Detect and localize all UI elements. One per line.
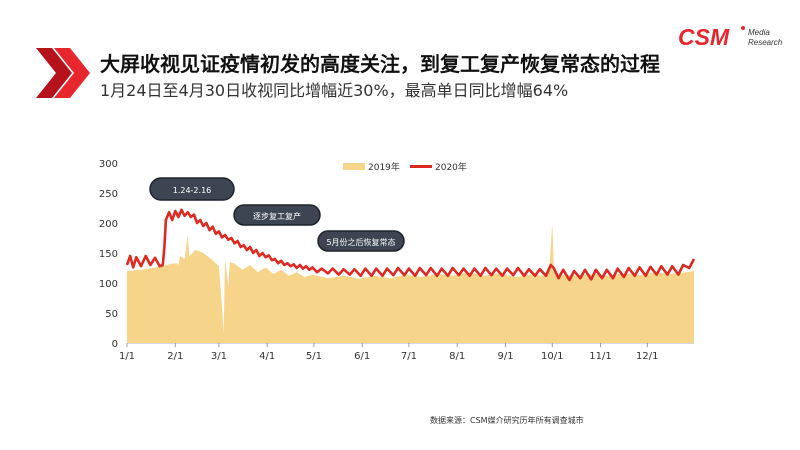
callout-box xyxy=(149,177,235,201)
red-chevron-decoration xyxy=(36,48,90,98)
callout-text: 1.24-2.16 xyxy=(173,186,212,195)
x-tick-label: 5/1 xyxy=(306,351,322,362)
annotation-callout-1: 1.24-2.16 xyxy=(149,177,235,201)
callout-box xyxy=(317,230,405,252)
x-tick-label: 1/1 xyxy=(119,351,135,362)
y-tick-label: 0 xyxy=(112,339,118,350)
x-tick-label: 10/1 xyxy=(541,351,563,362)
x-tick-label: 11/1 xyxy=(589,351,611,362)
y-tick-label: 200 xyxy=(99,219,118,230)
annotation-callout-3: 5月份之后恢复常态 xyxy=(317,230,405,252)
logo-tagline-1: Media xyxy=(748,28,770,37)
x-axis: 1/1 2/1 3/1 4/1 5/1 6/1 7/1 8/1 9/1 10/1 11/1 12/1 xyxy=(119,342,694,362)
page-title: 大屏收视见证疫情初发的高度关注，到复工复产恢复常态的过程 xyxy=(100,52,660,76)
x-tick-label: 7/1 xyxy=(401,351,417,362)
y-tick-label: 100 xyxy=(99,279,118,290)
page-subtitle: 1月24日至4月30日收视同比增幅近30%，最高单日同比增幅64% xyxy=(100,81,569,100)
csm-logo: CSM Media Research xyxy=(678,24,783,50)
logo-brand: CSM xyxy=(678,24,730,50)
callout-text: 逐步复工复产 xyxy=(253,211,301,221)
legend-label-2020: 2020年 xyxy=(435,161,467,173)
data-source-note: 数据来源：CSM媒介研究历年所有调查城市 xyxy=(430,416,584,425)
logo-tagline-2: Research xyxy=(748,38,783,47)
x-tick-label: 8/1 xyxy=(449,351,465,362)
y-tick-label: 250 xyxy=(99,189,118,200)
x-tick-label: 3/1 xyxy=(211,351,227,362)
x-tick-label: 6/1 xyxy=(354,351,370,362)
x-tick-label: 4/1 xyxy=(259,351,275,362)
x-tick-label: 2/1 xyxy=(167,351,183,362)
legend-label-2019: 2019年 xyxy=(368,161,400,173)
annotation-callout-2: 逐步复工复产 xyxy=(233,204,321,226)
logo-dot xyxy=(741,26,745,30)
chevron-dark xyxy=(36,48,72,98)
series-2020-line xyxy=(125,208,696,282)
y-tick-label: 300 xyxy=(99,159,118,170)
series-2019-area xyxy=(127,223,694,343)
chevron-light xyxy=(54,48,90,98)
x-tick-label: 9/1 xyxy=(497,351,513,362)
callout-box xyxy=(233,204,321,226)
chart-legend: 2019年 2020年 xyxy=(343,161,467,173)
y-axis: 0 50 100 150 200 250 300 xyxy=(99,159,118,350)
y-tick-label: 150 xyxy=(99,249,118,260)
x-tick-label: 12/1 xyxy=(636,351,658,362)
y-tick-label: 50 xyxy=(105,309,118,320)
legend-swatch-2019 xyxy=(343,163,365,170)
callout-text: 5月份之后恢复常态 xyxy=(326,237,395,247)
